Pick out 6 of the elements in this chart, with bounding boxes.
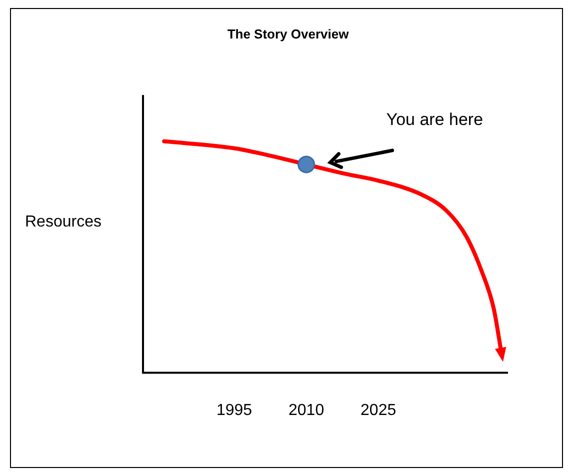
chart-title: The Story Overview (227, 26, 350, 42)
x-tick-label: 2025 (360, 402, 396, 419)
text: You are here (386, 110, 484, 130)
x-tick-label: 1995 (216, 402, 252, 419)
y-axis-title: Resources (25, 213, 102, 230)
x-tick-label: 2010 (288, 402, 324, 419)
